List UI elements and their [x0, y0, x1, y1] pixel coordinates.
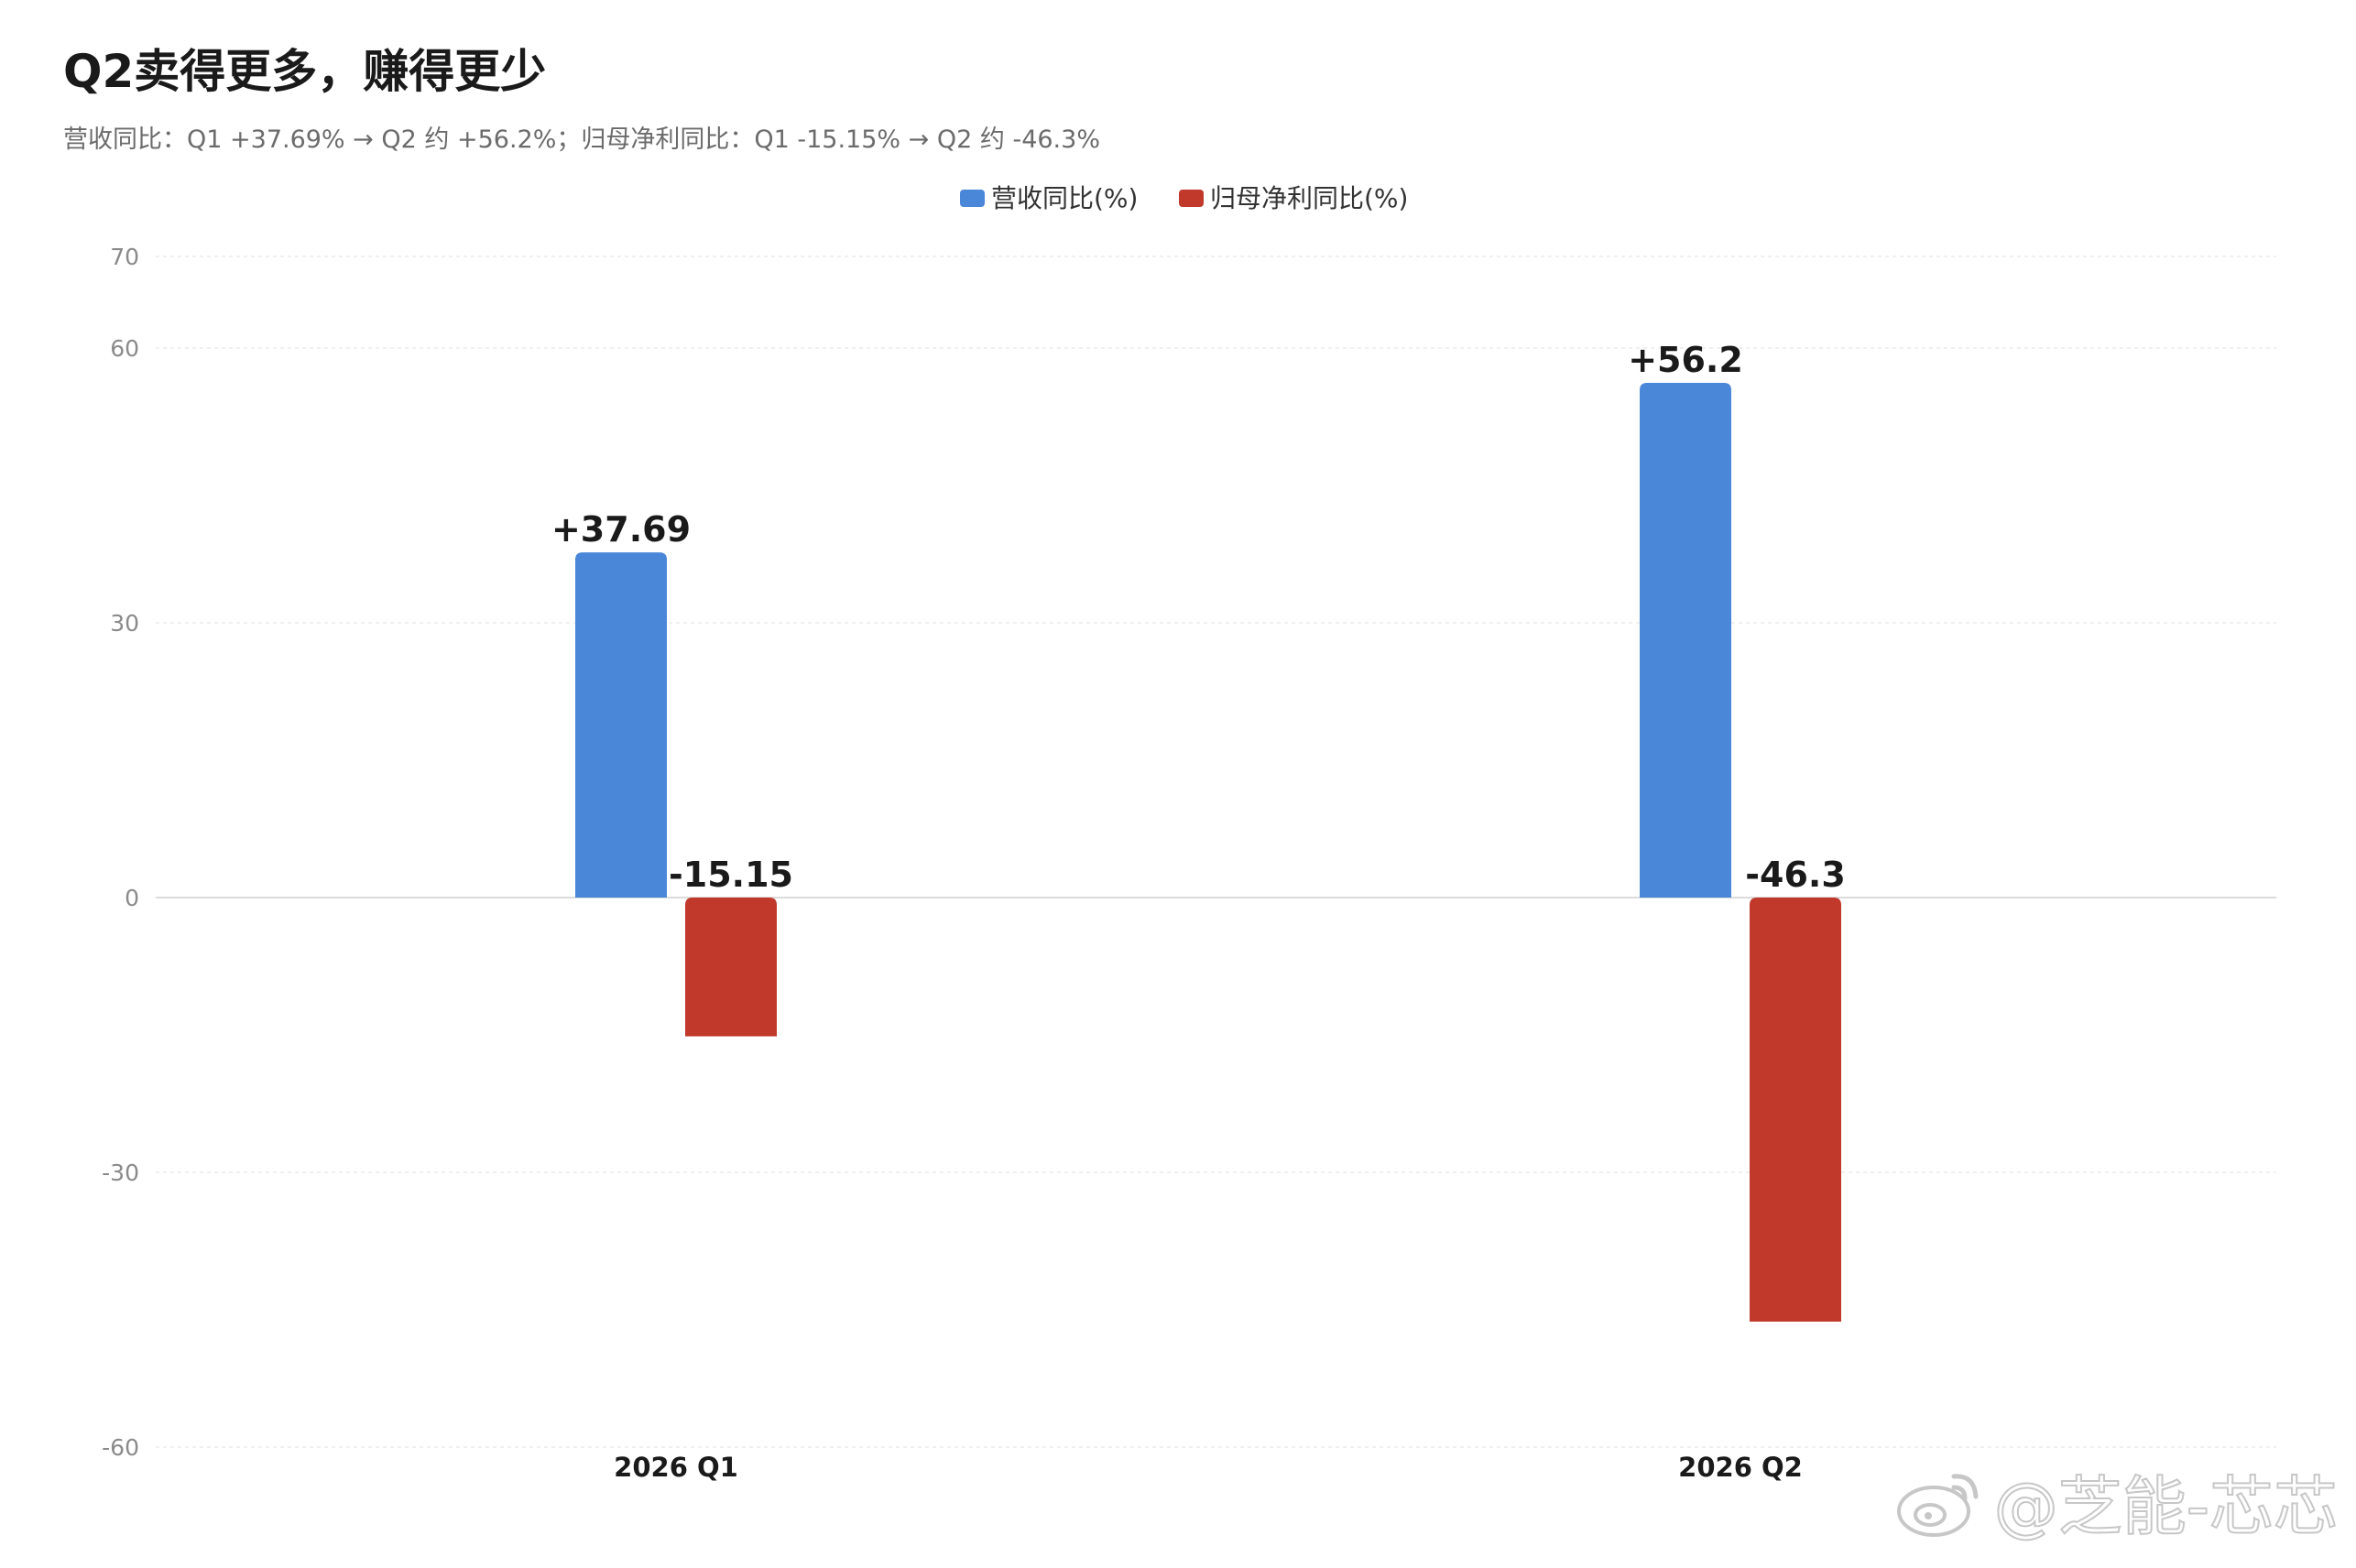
y-tick-label: 70 [110, 244, 139, 270]
bar [685, 898, 777, 1037]
x-tick-label: 2026 Q2 [1678, 1452, 1803, 1483]
y-tick-label: -60 [102, 1434, 139, 1461]
legend-label: 营收同比(%) [991, 183, 1138, 213]
bar [575, 552, 667, 898]
y-tick-label: -30 [102, 1160, 139, 1186]
legend-label: 归母净利同比(%) [1210, 183, 1408, 213]
y-tick-label: 0 [125, 885, 139, 911]
watermark-text: @芝能-芯芯 [1993, 1468, 2339, 1545]
bar [1640, 383, 1731, 898]
data-label: -46.3 [1745, 855, 1846, 895]
weibo-icon [1896, 1473, 1979, 1537]
data-label: -15.15 [669, 855, 793, 895]
data-label: +37.69 [551, 509, 691, 550]
data-label: +56.2 [1628, 340, 1743, 380]
y-tick-label: 60 [110, 335, 139, 362]
legend-swatch [1179, 190, 1204, 207]
legend-swatch [960, 190, 985, 207]
chart-title: Q2卖得更多，赚得更少 [63, 45, 547, 98]
watermark: @芝能-芯芯 [1893, 1455, 2339, 1548]
bar [1750, 898, 1841, 1322]
x-tick-label: 2026 Q1 [614, 1452, 738, 1483]
y-tick-label: 30 [110, 610, 139, 637]
chart-subtitle: 营收同比：Q1 +37.69% → Q2 约 +56.2%；归母净利同比：Q1 … [63, 125, 1100, 154]
